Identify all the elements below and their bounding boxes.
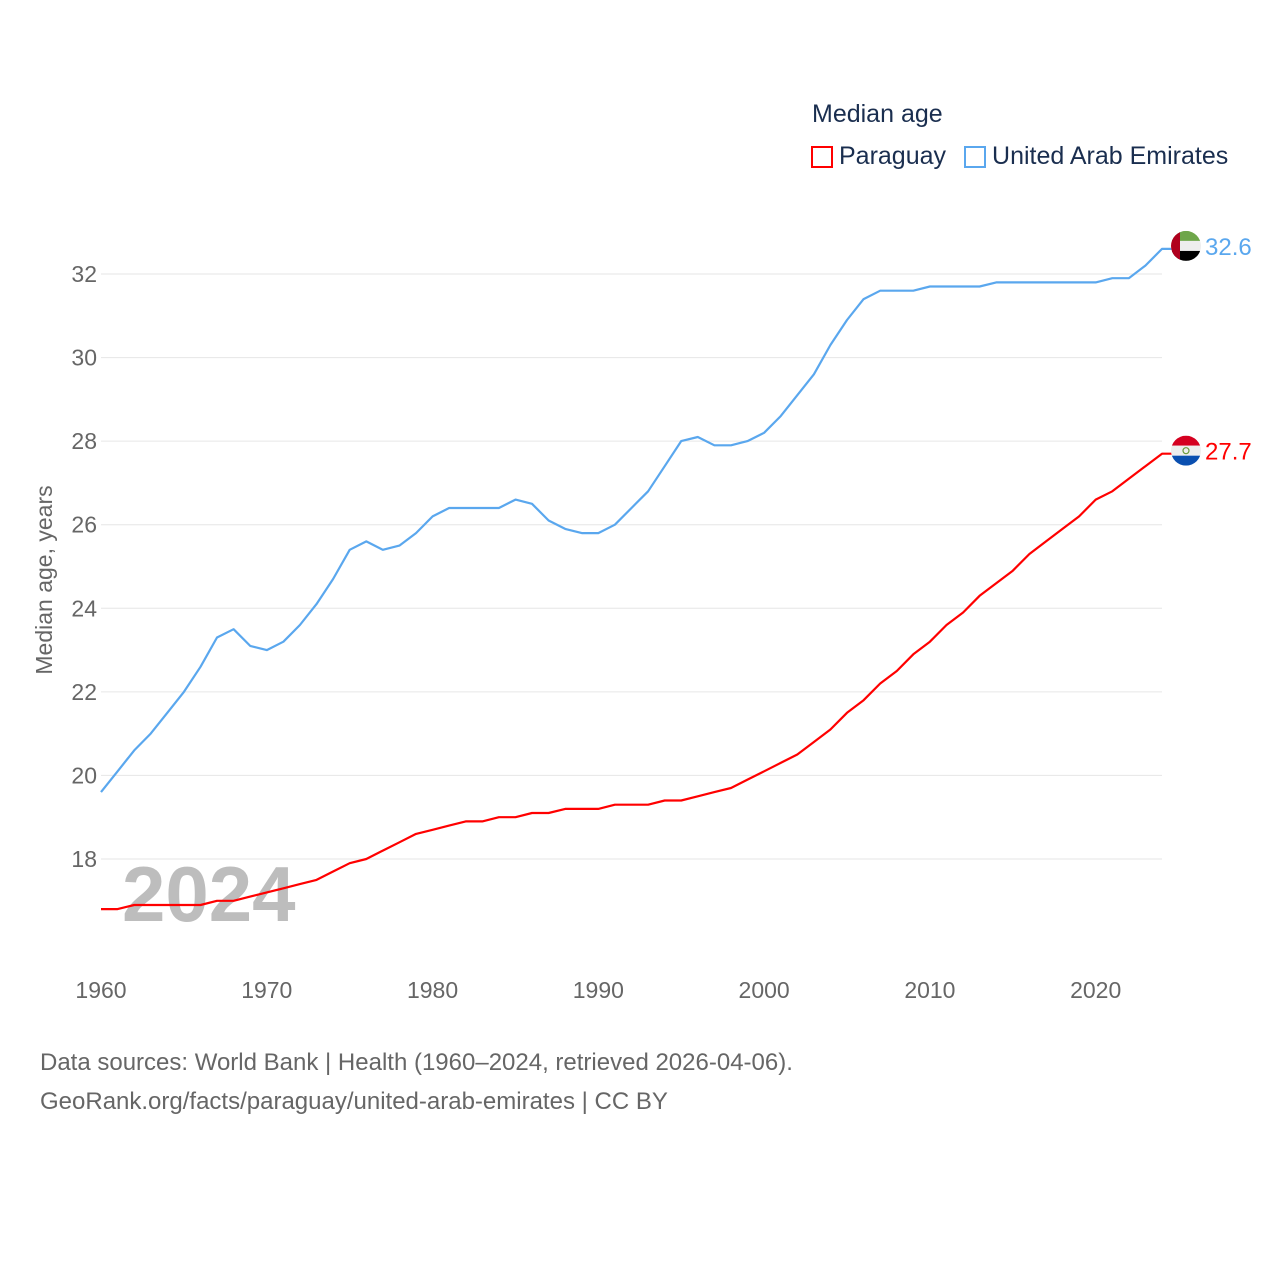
y-tick-label: 32	[71, 261, 97, 287]
x-tick-label: 2020	[1070, 977, 1121, 1003]
legend-swatch-paraguay	[811, 145, 833, 168]
x-tick-label: 2010	[904, 977, 955, 1003]
legend-item-uae[interactable]: United Arab Emirates	[964, 142, 1228, 171]
x-tick-label: 1980	[407, 977, 458, 1003]
series-line-paraguay	[101, 452, 1172, 911]
end-value-label-paraguay: 27.7	[1205, 439, 1252, 466]
y-tick-label: 24	[71, 595, 97, 621]
footer: Data sources: World Bank | Health (1960–…	[40, 1043, 793, 1121]
y-tick-label: 22	[71, 679, 97, 705]
legend-item-paraguay[interactable]: Paraguay	[811, 142, 946, 171]
y-tick-label: 30	[71, 345, 97, 371]
y-tick-label: 26	[71, 512, 97, 538]
y-tick-label: 20	[71, 762, 97, 788]
y-axis-title: Median age, years	[31, 485, 57, 674]
legend-label-uae: United Arab Emirates	[992, 142, 1229, 170]
paraguay-flag-icon	[1171, 435, 1201, 466]
source-link[interactable]: GeoRank.org/facts/paraguay/united-arab-e…	[40, 1088, 668, 1115]
series-line-uae	[100, 247, 1172, 793]
x-tick-label: 1960	[75, 977, 126, 1003]
y-tick-label: 18	[71, 846, 97, 872]
uae-flag-icon	[1171, 230, 1201, 261]
legend-title: Median age	[812, 100, 943, 128]
year-watermark: 2024	[122, 850, 296, 938]
legend-label-paraguay: Paraguay	[839, 142, 947, 170]
legend-swatch-uae	[964, 145, 987, 168]
data-sources: Data sources: World Bank | Health (1960–…	[40, 1049, 793, 1076]
x-tick-label: 2000	[739, 977, 790, 1003]
x-tick-label: 1970	[241, 977, 292, 1003]
x-tick-label: 1990	[573, 977, 624, 1003]
end-value-label-uae: 32.6	[1205, 234, 1252, 261]
legend: Paraguay United Arab Emirates	[811, 142, 1228, 171]
y-tick-label: 28	[71, 428, 97, 454]
